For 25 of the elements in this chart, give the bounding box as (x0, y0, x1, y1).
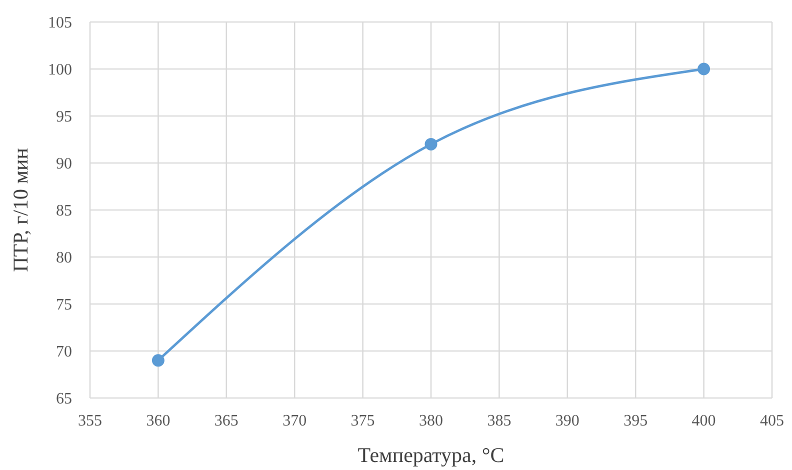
x-tick-label: 355 (78, 412, 102, 430)
y-tick-label: 105 (48, 14, 72, 32)
point (698, 62, 710, 76)
x-tick-label: 360 (146, 412, 170, 430)
x-tick-label: 390 (555, 412, 580, 430)
y-tick-label: 85 (56, 202, 72, 220)
x-axis-title: Температура, °C (358, 443, 504, 467)
y-tick-label: 80 (56, 250, 72, 267)
point (424, 138, 438, 150)
x-tick-label: 385 (487, 412, 512, 430)
y-tick-label: 95 (56, 108, 72, 126)
x-tick-label: 375 (350, 412, 375, 430)
y-tick-label: 65 (56, 390, 72, 408)
y-tick-label: 75 (56, 296, 72, 314)
y-tick-label: 100 (48, 62, 72, 79)
x-tick-label: 400 (692, 412, 716, 430)
x-tick-label: 365 (214, 412, 238, 430)
x-tick-label: 380 (419, 412, 443, 430)
x-tick-label: 405 (760, 412, 784, 430)
y-tick-label: 90 (56, 156, 72, 173)
x-tick-label: 395 (624, 412, 648, 430)
point (152, 354, 164, 367)
x-tick-label: 370 (282, 412, 307, 430)
y-axis-title: ПТР, г/10 мин (8, 148, 32, 272)
y-tick-label: 70 (56, 344, 72, 361)
